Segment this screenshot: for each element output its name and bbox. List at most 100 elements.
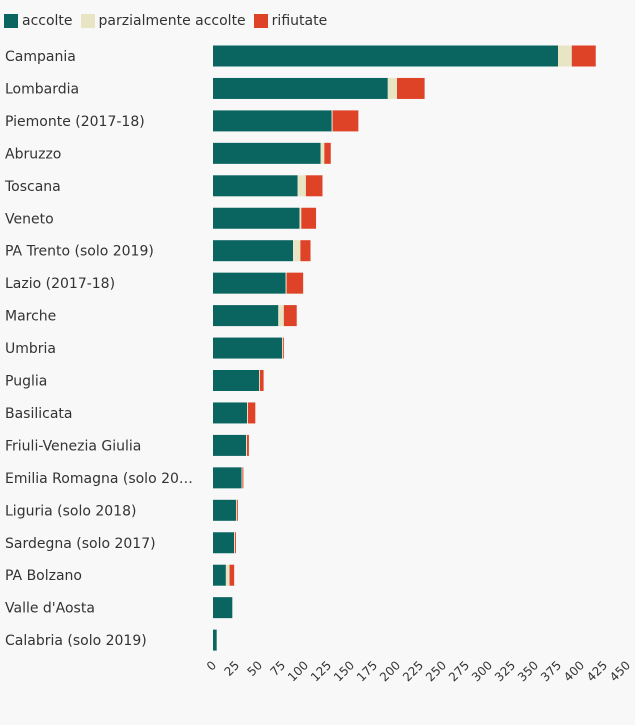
x-tick-label-125: 125 [308, 658, 334, 684]
bar-rifiutate-sardegna-solo-2017[interactable] [235, 532, 236, 554]
bar-accolte-umbria[interactable] [213, 337, 282, 359]
legend-swatch-parzialmente-accolte [80, 14, 95, 28]
legend: accolte parzialmente accolte rifiutate [4, 12, 335, 30]
bar-rifiutate-liguria-solo-2018[interactable] [236, 499, 238, 521]
legend-item-parzialmente-accolte[interactable]: parzialmente accolte [80, 13, 246, 29]
x-tick-label-75: 75 [267, 658, 288, 679]
bar-accolte-liguria-solo-2018[interactable] [213, 499, 236, 521]
x-tick-label-400: 400 [561, 658, 587, 684]
bar-accolte-puglia[interactable] [213, 370, 259, 391]
category-label-toscana: Toscana [4, 179, 61, 195]
bar-rifiutate-campania[interactable] [571, 45, 596, 67]
bar-rifiutate-basilicata[interactable] [247, 402, 256, 424]
category-label-sardegna-solo-2017: Sardegna (solo 2017) [5, 536, 156, 552]
bar-parzialmente-accolte-lombardia[interactable] [387, 77, 397, 99]
bar-parzialmente-accolte-toscana[interactable] [297, 175, 306, 197]
category-label-campania: Campania [5, 49, 76, 65]
bar-accolte-veneto[interactable] [213, 207, 300, 229]
bar-rifiutate-puglia[interactable] [259, 370, 264, 391]
category-label-calabria-solo-2019: Calabria (solo 2019) [5, 633, 147, 649]
x-tick-label-300: 300 [469, 658, 495, 684]
bar-rifiutate-pa-bolzano[interactable] [229, 564, 235, 586]
category-label-friuli-venezia-giulia: Friuli-Venezia Giulia [5, 438, 141, 454]
x-tick-label-0: 0 [204, 658, 219, 673]
legend-swatch-accolte [4, 14, 18, 28]
legend-label-rifiutate: rifiutate [271, 13, 328, 29]
x-tick-label-350: 350 [515, 658, 541, 684]
category-label-umbria: Umbria [5, 341, 56, 357]
bar-accolte-abruzzo[interactable] [213, 142, 321, 164]
bar-parzialmente-accolte-sardegna-solo-2017[interactable] [234, 532, 236, 554]
bar-rifiutate-marche[interactable] [283, 305, 297, 327]
bar-parzialmente-accolte-pa-trento-solo-2019[interactable] [293, 240, 301, 262]
category-label-marche: Marche [5, 309, 56, 325]
category-label-valle-d-aosta: Valle d'Aosta [5, 601, 95, 617]
bar-accolte-pa-trento-solo-2019[interactable] [213, 240, 294, 262]
x-tick-label-225: 225 [400, 658, 426, 684]
bar-parzialmente-accolte-puglia[interactable] [259, 370, 260, 391]
category-label-emilia-romagna-solo-20: Emilia Romagna (solo 20… [5, 471, 193, 487]
bar-accolte-toscana[interactable] [213, 175, 298, 197]
x-tick-label-425: 425 [584, 658, 610, 684]
category-label-abruzzo: Abruzzo [5, 146, 61, 162]
bar-rifiutate-toscana[interactable] [305, 175, 323, 197]
bar-parzialmente-accolte-campania[interactable] [558, 45, 572, 67]
category-label-liguria-solo-2018: Liguria (solo 2018) [5, 503, 136, 519]
category-label-veneto: Veneto [5, 211, 54, 227]
legend-label-accolte: accolte [22, 13, 73, 29]
legend-item-rifiutate[interactable]: rifiutate [253, 13, 328, 29]
bar-rifiutate-veneto[interactable] [301, 207, 317, 229]
bar-parzialmente-accolte-liguria-solo-2018[interactable] [236, 499, 237, 521]
bar-rifiutate-lazio-2017-18[interactable] [286, 272, 304, 294]
bar-rifiutate-pa-trento-solo-2019[interactable] [300, 240, 311, 262]
bar-parzialmente-accolte-veneto[interactable] [299, 207, 302, 229]
bar-rifiutate-abruzzo[interactable] [324, 142, 331, 164]
legend-swatch-rifiutate [253, 14, 268, 28]
x-tick-label-50: 50 [244, 658, 265, 679]
category-label-basilicata: Basilicata [5, 406, 73, 422]
bar-parzialmente-accolte-emilia-romagna-solo-20[interactable] [241, 467, 243, 489]
bar-rifiutate-umbria[interactable] [282, 337, 284, 359]
category-label-pa-trento-solo-2019: PA Trento (solo 2019) [5, 244, 154, 260]
bar-parzialmente-accolte-marche[interactable] [278, 305, 284, 327]
x-tick-label-175: 175 [354, 658, 380, 684]
x-tick-label-250: 250 [423, 658, 449, 684]
bar-accolte-campania[interactable] [213, 45, 558, 67]
bar-accolte-marche[interactable] [213, 305, 279, 327]
x-tick-label-200: 200 [377, 658, 403, 684]
bar-rifiutate-piemonte-2017-18[interactable] [332, 110, 359, 132]
legend-label-parzialmente-accolte: parzialmente accolte [98, 13, 246, 29]
bar-accolte-lazio-2017-18[interactable] [213, 272, 286, 294]
bar-parzialmente-accolte-piemonte-2017-18[interactable] [331, 110, 333, 132]
bar-accolte-emilia-romagna-solo-20[interactable] [213, 467, 242, 489]
bar-accolte-lombardia[interactable] [213, 77, 388, 99]
x-tick-label-450: 450 [607, 658, 633, 684]
bar-accolte-sardegna-solo-2017[interactable] [213, 532, 235, 554]
x-tick-label-275: 275 [446, 658, 472, 684]
category-label-piemonte-2017-18: Piemonte (2017-18) [5, 114, 145, 130]
category-label-lombardia: Lombardia [5, 81, 79, 97]
legend-item-accolte[interactable]: accolte [4, 13, 73, 29]
bar-rifiutate-emilia-romagna-solo-20[interactable] [242, 467, 244, 489]
bar-accolte-valle-d-aosta[interactable] [213, 597, 233, 619]
x-tick-label-375: 375 [538, 658, 564, 684]
bar-parzialmente-accolte-friuli-venezia-giulia[interactable] [246, 434, 248, 456]
bar-accolte-piemonte-2017-18[interactable] [213, 110, 332, 132]
bar-accolte-pa-bolzano[interactable] [213, 564, 226, 586]
bar-rifiutate-friuli-venezia-giulia[interactable] [247, 434, 249, 456]
bar-rifiutate-lombardia[interactable] [397, 77, 425, 99]
bar-accolte-friuli-venezia-giulia[interactable] [213, 434, 247, 456]
x-tick-label-325: 325 [492, 658, 518, 684]
bar-parzialmente-accolte-pa-bolzano[interactable] [225, 564, 230, 586]
x-tick-label-150: 150 [331, 658, 357, 684]
bar-parzialmente-accolte-umbria[interactable] [282, 337, 283, 359]
category-label-puglia: Puglia [5, 374, 47, 390]
x-tick-label-100: 100 [285, 658, 311, 684]
bar-parzialmente-accolte-basilicata[interactable] [247, 402, 248, 424]
bar-parzialmente-accolte-abruzzo[interactable] [320, 142, 325, 164]
bar-parzialmente-accolte-lazio-2017-18[interactable] [285, 272, 287, 294]
bar-accolte-basilicata[interactable] [213, 402, 248, 424]
category-label-lazio-2017-18: Lazio (2017-18) [5, 276, 115, 292]
bar-accolte-calabria-solo-2019[interactable] [213, 629, 217, 651]
